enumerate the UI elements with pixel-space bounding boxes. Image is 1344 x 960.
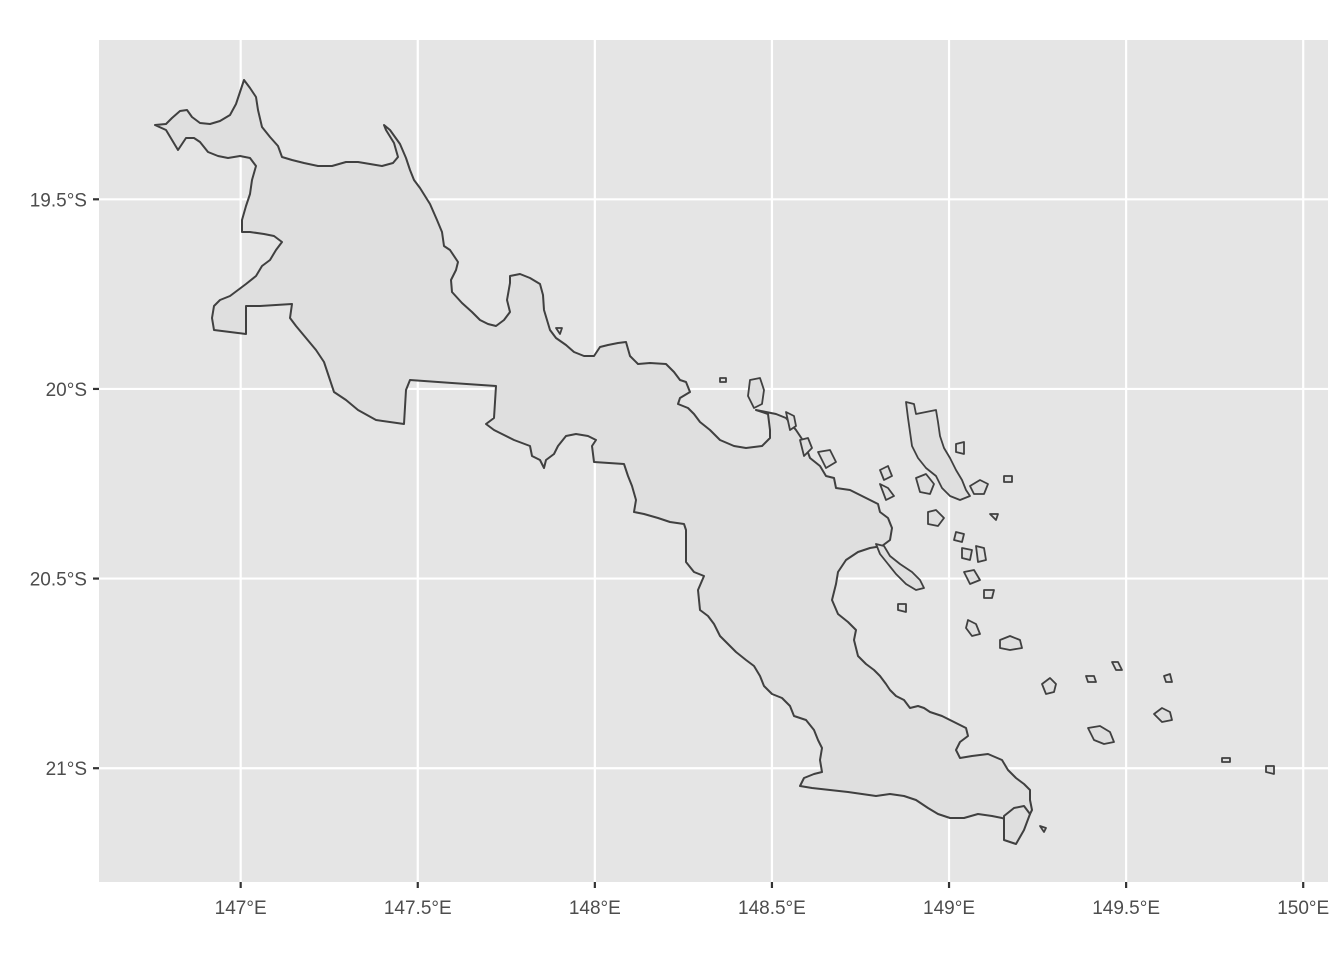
mainland-region xyxy=(154,79,1033,823)
y-tick-label: 20.5°S xyxy=(30,570,87,591)
y-tick-label: 19.5°S xyxy=(30,190,87,211)
island xyxy=(1153,707,1173,723)
region-shape xyxy=(154,79,1033,845)
island xyxy=(785,411,797,431)
island xyxy=(969,479,989,495)
island xyxy=(989,513,999,521)
island xyxy=(1003,475,1013,483)
island xyxy=(1221,757,1231,763)
x-tick-label: 148°E xyxy=(569,898,621,919)
island xyxy=(955,441,965,455)
island xyxy=(879,465,893,481)
island xyxy=(799,437,813,457)
island xyxy=(1163,673,1173,683)
island xyxy=(555,327,563,335)
island-group xyxy=(555,327,1275,833)
island xyxy=(915,473,935,495)
island xyxy=(1111,661,1123,671)
island xyxy=(975,545,987,563)
island xyxy=(875,543,925,591)
island xyxy=(983,589,995,599)
island xyxy=(719,377,727,383)
island xyxy=(999,635,1023,651)
island xyxy=(897,603,907,613)
y-tick-label: 21°S xyxy=(46,759,87,780)
island xyxy=(1087,725,1115,745)
x-tick-label: 149.5°E xyxy=(1092,898,1160,919)
island xyxy=(953,531,965,543)
x-axis: 147°E 147.5°E 148°E 148.5°E 149°E 149.5°E 150°… xyxy=(215,882,1329,919)
x-tick-label: 148.5°E xyxy=(738,898,806,919)
island xyxy=(1039,825,1047,833)
island xyxy=(905,401,971,501)
southern-lobe xyxy=(1003,805,1031,845)
island xyxy=(963,569,981,585)
x-tick-label: 147.5°E xyxy=(384,898,452,919)
island xyxy=(1265,765,1275,775)
y-tick-label: 20°S xyxy=(46,380,87,401)
island xyxy=(927,509,945,527)
island xyxy=(961,547,973,561)
island xyxy=(1041,677,1057,695)
x-tick-label: 147°E xyxy=(215,898,267,919)
island xyxy=(817,449,837,469)
x-tick-label: 150°E xyxy=(1277,898,1329,919)
island xyxy=(965,619,981,637)
island xyxy=(879,483,895,501)
island xyxy=(1085,675,1097,683)
y-axis: 19.5°S 20°S 20.5°S 21°S xyxy=(30,190,99,780)
island xyxy=(747,377,765,409)
x-tick-label: 149°E xyxy=(923,898,975,919)
